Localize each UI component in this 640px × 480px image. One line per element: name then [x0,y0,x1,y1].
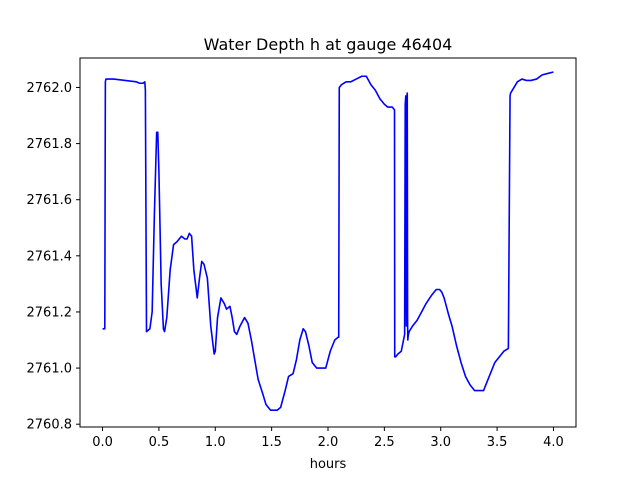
x-tick-label: 1.5 [261,435,282,450]
y-tick-label: 2761.8 [27,137,73,152]
x-axis-label: hours [310,457,347,472]
chart-title: Water Depth h at gauge 46404 [204,35,453,54]
y-tick-label: 2760.8 [27,418,73,433]
y-tick-label: 2761.0 [27,362,73,377]
x-tick-label: 2.5 [374,435,395,450]
y-tick-label: 2761.6 [27,193,73,208]
y-axis: 2760.8 2761.0 2761.2 2761.4 2761.6 2761.8 2762… [27,81,80,433]
x-tick-label: 1.0 [205,435,226,450]
x-tick-label: 0.5 [149,435,170,450]
y-tick-label: 2762.0 [27,81,73,96]
x-axis: 0.0 0.5 1.0 1.5 2.0 2.5 3.0 3.5 4.0 [92,427,564,450]
x-tick-label: 2.0 [318,435,339,450]
y-tick-label: 2761.4 [27,249,73,264]
x-tick-label: 0.0 [92,435,113,450]
x-tick-label: 3.0 [430,435,451,450]
y-tick-label: 2761.2 [27,305,73,320]
series-line-0 [102,71,554,411]
x-tick-label: 4.0 [543,435,564,450]
x-tick-label: 3.5 [487,435,508,450]
